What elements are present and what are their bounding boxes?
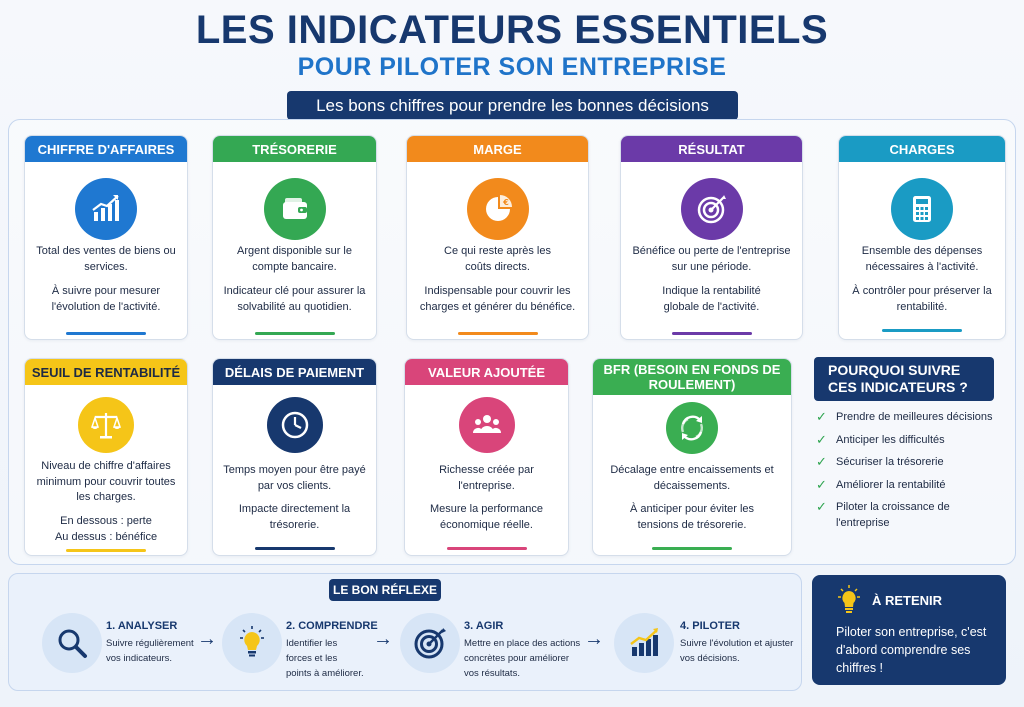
step-desc: Suivre l'évolution et ajuster vos décisi… [680, 638, 794, 664]
why-item: ✓ Anticiper les difficultés [816, 431, 945, 447]
card-underline [882, 329, 962, 332]
retain-title: À RETENIR [872, 593, 943, 608]
card-delais-paiement: DÉLAIS DE PAIEMENT Temps moyen pour être… [212, 358, 377, 556]
card-title: MARGE [407, 136, 588, 162]
check-icon: ✓ [816, 499, 827, 514]
check-icon: ✓ [816, 454, 827, 469]
people-icon [458, 397, 515, 453]
card-seuil-rentabilite: SEUIL DE RENTABILITÉ Niveau de chiffre d… [24, 358, 188, 556]
step-title: 2. COMPRENDRE [286, 620, 378, 632]
check-icon: ✓ [816, 431, 827, 447]
card-underline [671, 332, 752, 335]
card-desc: Argent disponible sur le compte bancaire… [237, 245, 352, 273]
card-desc: Niveau de chiffre d'affaires minimum pou… [36, 460, 176, 503]
step-title: 4. PILOTER [680, 620, 740, 632]
card-underline [652, 547, 732, 550]
cycle-icon [666, 402, 718, 454]
page-title: LES INDICATEURS ESSENTIELS [195, 8, 829, 52]
card-underline [446, 547, 527, 550]
card-desc-note: Impacte directement la trésorerie. [238, 503, 351, 531]
target-icon [680, 178, 743, 240]
step-title: 3. AGIR [464, 620, 504, 632]
bar-chart-up-icon [614, 613, 674, 673]
pie-euro-icon: € [466, 178, 529, 240]
card-desc: Ce qui reste après les coûts directs. [444, 245, 551, 273]
card-title: CHIFFRE D'AFFAIRES [25, 136, 187, 162]
lightbulb-icon [838, 585, 860, 613]
card-desc: Bénéfice ou perte de l'entreprise sur un… [632, 245, 791, 273]
card-title: BFR (BESOIN EN FONDS DE ROULEMENT) [593, 359, 791, 395]
card-desc-note: Indispensable pour couvrir les charges e… [419, 285, 576, 313]
step-desc: Suivre régulièrement vos indicateurs. [106, 638, 194, 664]
card-title: VALEUR AJOUTÉE [405, 359, 568, 385]
card-title: SEUIL DE RENTABILITÉ [25, 359, 187, 385]
card-desc: Temps moyen pour être payé par vos clien… [223, 464, 366, 492]
retain-text: Piloter son entreprise, c'est d'abord co… [836, 625, 987, 675]
card-title: TRÉSORERIE [213, 136, 376, 162]
card-desc-note: À anticiper pour éviter les tensions de … [629, 503, 755, 531]
card-underline [66, 332, 146, 335]
card-underline [254, 332, 335, 335]
card-desc-note: Indicateur clé pour assurer la solvabili… [223, 285, 366, 313]
card-desc: Total des ventes de biens ou services. [36, 245, 176, 273]
why-item: ✓ Sécuriser la trésorerie [816, 454, 944, 469]
card-desc-note: À suivre pour mesurer l'évolution de l'a… [51, 285, 161, 313]
card-desc: Décalage entre encaissements et décaisse… [610, 464, 774, 492]
why-item: ✓ Piloter la croissance de l'entreprise [816, 499, 950, 529]
check-icon: ✓ [816, 476, 827, 492]
reflex-title: LE BON RÉFLEXE [329, 579, 441, 601]
card-charges: CHARGES Ensemble des dépenses nécessaire… [838, 135, 1006, 340]
step-desc: Identifier les forces et les points à am… [286, 638, 364, 679]
page-subtitle: POUR PILOTER SON ENTREPRISE [297, 53, 727, 81]
step-desc: Mettre en place des actions concrètes po… [464, 638, 581, 679]
arrow-right-icon: → [373, 628, 393, 650]
check-icon: ✓ [816, 409, 827, 424]
why-item: ✓ Prendre de meilleures décisions [816, 409, 993, 424]
card-marge: MARGE € Ce qui reste après les coûts dir… [406, 135, 589, 340]
wallet-icon [263, 178, 326, 240]
magnifier-icon [42, 613, 102, 673]
calculator-icon [891, 178, 953, 240]
card-resultat: RÉSULTAT Bénéfice ou perte de l'entrepri… [620, 135, 803, 340]
card-underline [254, 547, 335, 550]
card-chiffre-affaires: CHIFFRE D'AFFAIRES Total des ventes de b… [24, 135, 188, 340]
tagline-banner: Les bons chiffres pour prendre les bonne… [287, 91, 738, 120]
step-title: 1. ANALYSER [106, 620, 178, 632]
card-title: DÉLAIS DE PAIEMENT [213, 359, 376, 385]
card-title: CHARGES [839, 136, 1005, 162]
card-desc-note: À contrôler pour préserver la rentabilit… [852, 285, 992, 313]
card-valeur-ajoutee: VALEUR AJOUTÉE Richesse créée par l'entr… [404, 358, 569, 556]
card-desc: Ensemble des dépenses nécessaires à l'ac… [861, 245, 983, 273]
card-desc-profit: Au dessus : bénéfice [54, 531, 158, 543]
why-section: POURQUOI SUIVRE CES INDICATEURS ? ✓ Prend… [812, 357, 1012, 557]
arrow-right-icon: → [197, 628, 217, 650]
svg-text:€: € [502, 198, 509, 207]
balance-scale-icon [78, 397, 134, 453]
retain-box: À RETENIR Piloter son entreprise, c'est … [812, 575, 1006, 685]
card-desc-loss: En dessous : perte [60, 515, 152, 527]
chart-growth-icon [75, 178, 137, 240]
card-title: RÉSULTAT [621, 136, 802, 162]
card-desc: Richesse créée par l'entreprise. [439, 464, 534, 492]
card-desc-note: Indique la rentabilité globale de l'acti… [662, 285, 761, 313]
target-icon [400, 613, 460, 673]
why-title: POURQUOI SUIVRE CES INDICATEURS ? [814, 357, 994, 401]
lightbulb-icon [222, 613, 282, 673]
why-list: ✓ Prendre de meilleures décisions ✓ Antici… [816, 409, 1012, 538]
clock-icon [266, 397, 323, 453]
card-underline [66, 549, 146, 552]
card-desc-note: Mesure la performance économique réelle. [429, 503, 544, 531]
card-underline [457, 332, 538, 335]
why-item: ✓ Améliorer la rentabilité [816, 476, 946, 492]
card-bfr: BFR (BESOIN EN FONDS DE ROULEMENT) Décal… [592, 358, 792, 556]
arrow-right-icon: → [584, 628, 604, 650]
card-tresorerie: TRÉSORERIE Argent disponible sur le comp… [212, 135, 377, 340]
